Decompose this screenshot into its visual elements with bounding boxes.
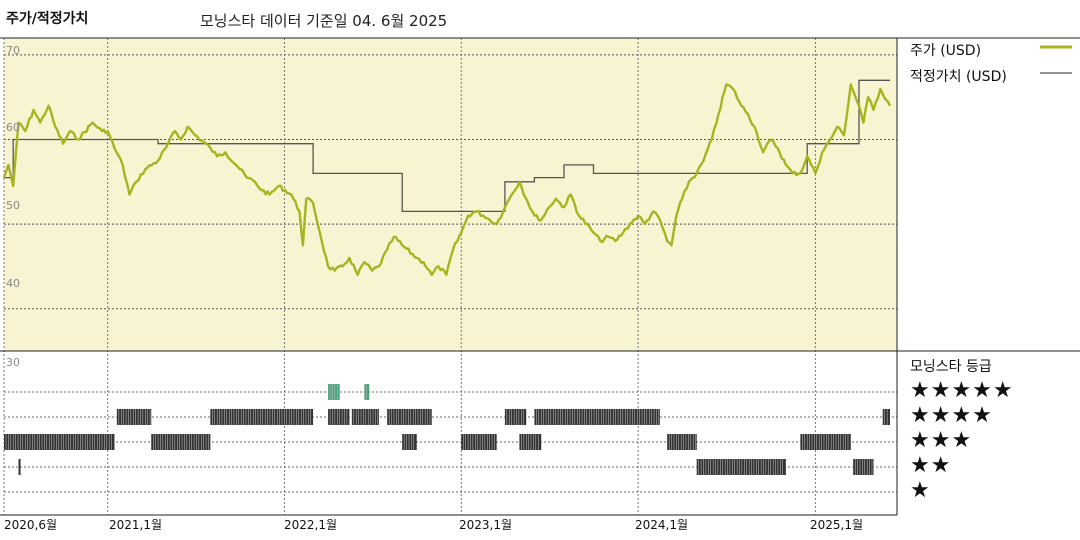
rating-bar-2-star [18, 459, 21, 475]
rating-3-star-label: ★★★ [910, 428, 973, 453]
rating-bar-4-star [116, 409, 152, 425]
rating-bars [4, 384, 890, 475]
rating-axis-tick-label: 30 [6, 356, 20, 369]
rating-bar-4-star [534, 409, 660, 425]
rating-bar-5-star [328, 384, 340, 400]
rating-bar-3-star [402, 434, 417, 450]
rating-bar-2-star [853, 459, 874, 475]
rating-bar-5-star [364, 384, 370, 400]
rating-bar-3-star [461, 434, 497, 450]
legend-price-label: 주가 (USD) [910, 43, 982, 59]
rating-bar-3-star [519, 434, 542, 450]
x-tick-label: 2025,1월 [810, 518, 864, 532]
y-tick-label: 50 [6, 199, 20, 212]
price-line [2, 83, 892, 277]
legend-fair-value-label: 적정가치 (USD) [910, 69, 1007, 85]
rating-bar-4-star [351, 409, 379, 425]
x-tick-label: 2021,1월 [109, 518, 163, 532]
rating-bar-3-star [667, 434, 697, 450]
rating-1-star-label: ★ [910, 478, 931, 503]
y-tick-label: 70 [6, 44, 20, 57]
y-tick-label: 60 [6, 121, 20, 134]
rating-4-star-label: ★★★★ [910, 403, 993, 428]
x-tick-label: 2023,1월 [459, 518, 513, 532]
x-tick-label: 2024,1월 [635, 518, 689, 532]
rating-bar-4-star [504, 409, 527, 425]
rating-bar-3-star [4, 434, 115, 450]
rating-5-star-label: ★★★★★ [910, 378, 1014, 403]
rating-bar-4-star [210, 409, 314, 425]
rating-bar-4-star [328, 409, 350, 425]
page-title: 주가/적정가치 [6, 11, 89, 27]
rating-bar-3-star [151, 434, 211, 450]
x-tick-label: 2020,6월 [4, 518, 58, 532]
x-tick-label: 2022,1월 [284, 518, 338, 532]
price-plot-area [4, 38, 897, 351]
rating-2-star-label: ★★ [910, 453, 952, 478]
rating-bar-2-star [696, 459, 786, 475]
rating-panel-title: 모닝스타 등급 [910, 359, 992, 375]
y-tick-label: 40 [6, 277, 20, 290]
rating-bar-4-star [882, 409, 890, 425]
data-date-subtitle: 모닝스타 데이터 기준일 04. 6월 2025 [200, 12, 448, 30]
rating-grid-lines [4, 391, 897, 493]
